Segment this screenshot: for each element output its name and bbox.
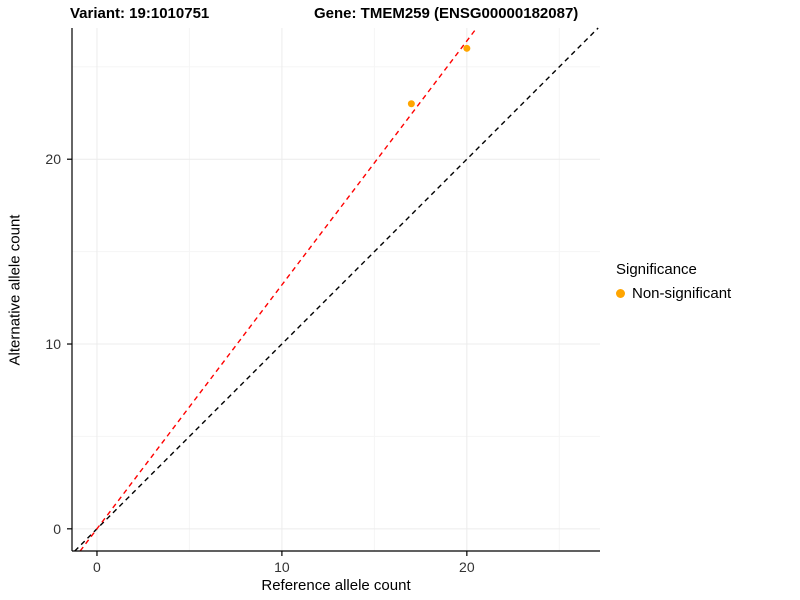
legend-item: Non-significant [616, 285, 731, 302]
fit-line [79, 27, 478, 552]
plot-title-gene: Gene: TMEM259 (ENSG00000182087) [314, 5, 579, 22]
legend-point-icon [616, 289, 625, 298]
x-axis-title: Reference allele count [261, 577, 411, 594]
data-point [407, 100, 415, 108]
y-tick-label: 0 [53, 520, 61, 537]
legend-item-label: Non-significant [632, 285, 732, 302]
x-tick-label: 20 [459, 559, 475, 575]
y-axis-title: Alternative allele count [6, 214, 24, 366]
legend-title: Significance [616, 261, 697, 278]
y-tick-label: 10 [45, 336, 61, 353]
x-tick-label: 0 [93, 559, 101, 575]
legend: Significance Non-significant [616, 261, 731, 302]
plot-title-variant: Variant: 19:1010751 [70, 5, 210, 22]
y-tick-label: 20 [45, 151, 61, 168]
x-tick-label: 10 [274, 559, 290, 575]
identity-line [74, 27, 599, 552]
data-point [463, 44, 471, 52]
